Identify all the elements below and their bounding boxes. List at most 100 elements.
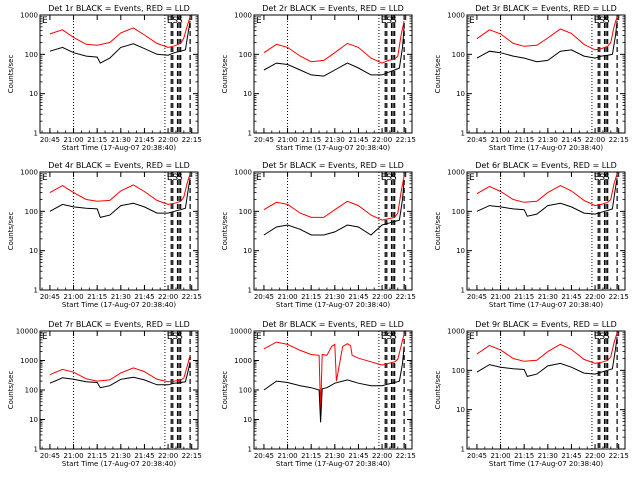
x-tick-label: 21:30 xyxy=(325,136,345,144)
y-tick-label: 100 xyxy=(25,51,38,59)
x-tick-label: 21:45 xyxy=(348,136,368,144)
x-tick-label: 21:45 xyxy=(348,293,368,301)
x-tick-label: 20:45 xyxy=(254,293,274,301)
x-tick-label: 21:15 xyxy=(87,293,107,301)
x-axis-label: Start Time (17-Aug-07 20:38:40) xyxy=(489,301,603,309)
panel-det-7: Det 7r BLACK = Events, RED = LLD 1 10 100 10… xyxy=(7,320,202,468)
x-tick-label: 21:30 xyxy=(111,293,131,301)
flag-label: E xyxy=(469,173,475,183)
flag-label: S xyxy=(172,332,178,342)
y-tick-label: 1 xyxy=(248,287,252,295)
lld-series-line xyxy=(263,175,405,221)
flag-label: S xyxy=(599,16,605,26)
x-tick-label: 22:15 xyxy=(396,136,416,144)
lld-series-line xyxy=(263,20,405,64)
flag-label: S xyxy=(386,173,392,183)
x-tick-label: 21:30 xyxy=(111,136,131,144)
panel-det-5: Det 5r BLACK = Events, RED = LLD 1 10 100 10… xyxy=(221,161,416,309)
x-tick-label: 21:30 xyxy=(538,293,558,301)
x-tick-label: 20:45 xyxy=(467,452,487,460)
y-tick-label: 100 xyxy=(452,51,465,59)
flag-label: E xyxy=(167,332,173,342)
x-tick-label: 22:00 xyxy=(372,452,392,460)
flag-label: S xyxy=(177,332,183,342)
plot-frame xyxy=(39,171,199,291)
x-tick-label: 21:00 xyxy=(63,136,83,144)
x-tick-label: 21:15 xyxy=(514,293,534,301)
flag-label: E xyxy=(381,173,387,183)
events-series-line xyxy=(49,361,191,389)
flag-label: S xyxy=(391,332,397,342)
panel-title: Det 5r BLACK = Events, RED = LLD xyxy=(262,161,404,170)
plot-frame xyxy=(466,171,626,291)
y-tick-label: 10000 xyxy=(16,328,38,336)
x-tick-label: 20:45 xyxy=(40,452,60,460)
flag-label: S xyxy=(599,332,605,342)
y-tick-label: 100 xyxy=(452,367,465,375)
x-tick-label: 22:00 xyxy=(158,293,178,301)
y-axis-label: Counts/sec xyxy=(221,55,229,94)
x-tick-label: 21:15 xyxy=(87,452,107,460)
x-tick-label: 21:15 xyxy=(514,136,534,144)
x-tick-label: 22:00 xyxy=(372,293,392,301)
x-tick-label: 20:45 xyxy=(467,136,487,144)
y-tick-label: 100 xyxy=(25,387,38,395)
flag-label: S xyxy=(391,16,397,26)
y-axis-label: Counts/sec xyxy=(7,55,15,94)
x-axis-label: Start Time (17-Aug-07 20:38:40) xyxy=(62,144,176,152)
x-tick-label: 22:15 xyxy=(396,293,416,301)
x-tick-label: 21:00 xyxy=(63,452,83,460)
x-axis-label: Start Time (17-Aug-07 20:38:40) xyxy=(489,460,603,468)
events-series-line xyxy=(49,21,191,64)
flag-label: E xyxy=(167,173,173,183)
panel-title: Det 7r BLACK = Events, RED = LLD xyxy=(48,320,190,329)
y-axis-label: Counts/sec xyxy=(221,371,229,410)
flag-label: E xyxy=(42,332,48,342)
y-tick-label: 10000 xyxy=(230,328,252,336)
x-tick-label: 21:00 xyxy=(277,136,297,144)
panel-det-1: Det 1r BLACK = Events, RED = LLD 1 10 100 10… xyxy=(7,4,202,152)
plot-frame xyxy=(39,330,199,450)
lld-series-line xyxy=(476,16,618,51)
y-axis-label: Counts/sec xyxy=(434,55,442,94)
events-series-line xyxy=(476,21,618,63)
y-tick-label: 100 xyxy=(452,208,465,216)
flag-label: E xyxy=(167,16,173,26)
events-series-line xyxy=(476,178,618,217)
flag-label: E xyxy=(381,16,387,26)
y-tick-label: 10 xyxy=(456,247,465,255)
flag-label: E xyxy=(594,16,600,26)
x-tick-label: 22:15 xyxy=(182,136,202,144)
flag-label: S xyxy=(391,173,397,183)
x-tick-label: 21:00 xyxy=(277,452,297,460)
x-tick-label: 21:45 xyxy=(134,136,154,144)
y-tick-label: 1000 xyxy=(234,169,252,177)
x-axis-label: Start Time (17-Aug-07 20:38:40) xyxy=(276,144,390,152)
flag-label: E xyxy=(256,332,262,342)
y-axis-label: Counts/sec xyxy=(7,212,15,251)
flag-label: E xyxy=(469,332,475,342)
x-tick-label: 21:00 xyxy=(490,452,510,460)
y-tick-label: 1000 xyxy=(234,12,252,20)
x-tick-label: 22:15 xyxy=(396,452,416,460)
panel-det-4: Det 4r BLACK = Events, RED = LLD 1 10 100 10… xyxy=(7,161,202,309)
y-tick-label: 1 xyxy=(34,446,38,454)
y-tick-label: 1000 xyxy=(20,357,38,365)
x-tick-label: 21:45 xyxy=(561,452,581,460)
plot-frame xyxy=(253,14,413,134)
y-tick-label: 100 xyxy=(239,51,252,59)
panel-title: Det 1r BLACK = Events, RED = LLD xyxy=(48,4,190,13)
flag-label: S xyxy=(386,332,392,342)
x-tick-label: 21:30 xyxy=(325,293,345,301)
x-tick-label: 22:15 xyxy=(609,452,629,460)
flag-label: S xyxy=(172,173,178,183)
lld-series-line xyxy=(263,333,405,411)
y-tick-label: 1 xyxy=(34,130,38,138)
y-axis-label: Counts/sec xyxy=(434,371,442,410)
panel-det-3: Det 3r BLACK = Events, RED = LLD 1 10 100 10… xyxy=(434,4,629,152)
x-tick-label: 21:45 xyxy=(134,293,154,301)
plot-frame xyxy=(253,330,413,450)
y-tick-label: 1000 xyxy=(20,169,38,177)
